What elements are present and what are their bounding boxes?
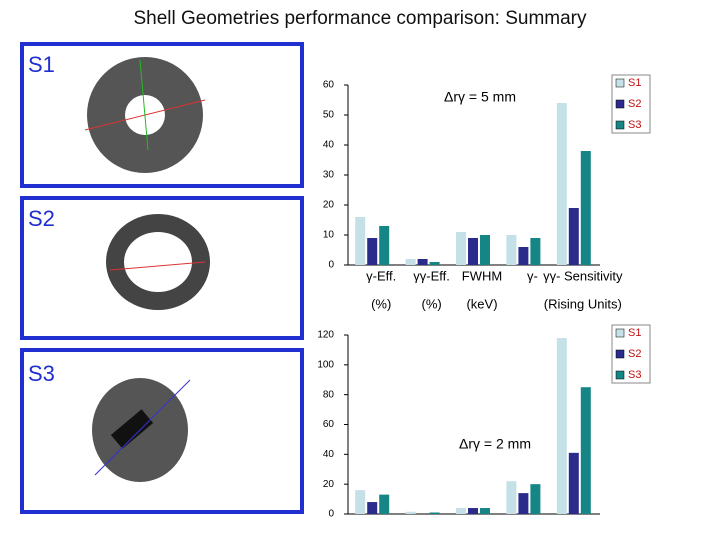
- bar: [480, 235, 490, 265]
- y-tick-label: 50: [323, 110, 335, 121]
- y-tick-label: 80: [323, 389, 335, 400]
- x-tick-label: (%): [371, 296, 391, 311]
- legend-label: S3: [628, 119, 641, 131]
- axis-line: [109, 261, 206, 271]
- bar: [518, 493, 529, 514]
- geometry-image: [84, 57, 206, 173]
- bar: [367, 502, 378, 514]
- legend-label: S1: [628, 327, 641, 339]
- bar: [568, 452, 579, 514]
- legend-swatch: [615, 349, 625, 359]
- geometry-image: [92, 378, 191, 482]
- y-tick-label: 10: [323, 230, 335, 241]
- legend-swatch: [615, 370, 625, 380]
- y-tick-label: 20: [323, 479, 335, 490]
- legend-swatch: [615, 120, 625, 130]
- bar: [518, 247, 529, 265]
- bar: [530, 484, 541, 514]
- x-tick-label: (%): [421, 296, 441, 311]
- bar: [405, 511, 416, 514]
- x-tick-label: γγ-Eff.: [413, 268, 450, 283]
- panel-label: S1: [28, 52, 55, 77]
- bar: [456, 508, 466, 514]
- axis-line: [94, 379, 191, 476]
- bar: [456, 232, 466, 265]
- y-tick-label: 40: [323, 449, 335, 460]
- bar: [468, 238, 478, 265]
- bar: [568, 208, 579, 265]
- bar: [355, 490, 366, 514]
- bar: [417, 259, 428, 265]
- x-tick-label: γγ- Sensitivity: [543, 268, 623, 283]
- chart-annotation: Δrγ = 2 mm: [459, 436, 531, 452]
- y-tick-label: 60: [323, 419, 335, 430]
- x-tick-label: (keV): [466, 296, 497, 311]
- panel-label: S3: [28, 361, 55, 386]
- bar: [379, 494, 390, 514]
- y-tick-label: 100: [317, 359, 334, 370]
- bar: [506, 235, 517, 265]
- x-tick-label: γ-: [527, 268, 538, 283]
- header-band: [0, 0, 720, 38]
- legend-label: S3: [628, 369, 641, 381]
- chart-annotation: Δrγ = 5 mm: [444, 89, 516, 105]
- panel-s2: S2: [20, 196, 304, 340]
- bar: [556, 337, 567, 514]
- y-tick-label: 40: [323, 140, 335, 151]
- panel-s3: S3: [20, 348, 304, 514]
- bar: [468, 508, 478, 514]
- bar: [580, 151, 591, 265]
- y-tick-label: 30: [323, 170, 335, 181]
- legend-swatch: [615, 99, 625, 109]
- geometry-image: [106, 214, 210, 310]
- panel-s1: S1: [20, 42, 304, 188]
- y-tick-label: 20: [323, 200, 335, 211]
- slide-title: Shell Geometries performance comparison:…: [133, 8, 587, 29]
- legend-label: S2: [628, 98, 641, 110]
- y-tick-label: 120: [317, 330, 334, 341]
- bar: [367, 238, 378, 265]
- bar: [530, 238, 541, 265]
- legend-label: S2: [628, 348, 641, 360]
- axis-line: [139, 59, 149, 151]
- panel-label: S2: [28, 206, 55, 231]
- y-tick-label: 0: [328, 509, 334, 520]
- bar: [506, 481, 517, 514]
- shell-hole: [124, 232, 192, 292]
- bar: [405, 259, 416, 265]
- bar: [355, 217, 366, 265]
- legend-label: S1: [628, 77, 641, 89]
- bar: [379, 226, 390, 265]
- y-tick-label: 60: [323, 80, 335, 91]
- x-tick-label: (Rising Units): [544, 296, 622, 311]
- bar: [556, 103, 567, 265]
- x-tick-label: γ-Eff.: [366, 268, 396, 283]
- bar: [429, 262, 440, 265]
- x-tick-label: FWHM: [462, 268, 502, 283]
- y-tick-label: 0: [328, 260, 334, 271]
- bar: [480, 508, 490, 514]
- legend-swatch: [615, 78, 625, 88]
- legend-swatch: [615, 328, 625, 338]
- bar: [429, 512, 440, 514]
- shell-hole: [110, 409, 154, 449]
- bar: [580, 387, 591, 514]
